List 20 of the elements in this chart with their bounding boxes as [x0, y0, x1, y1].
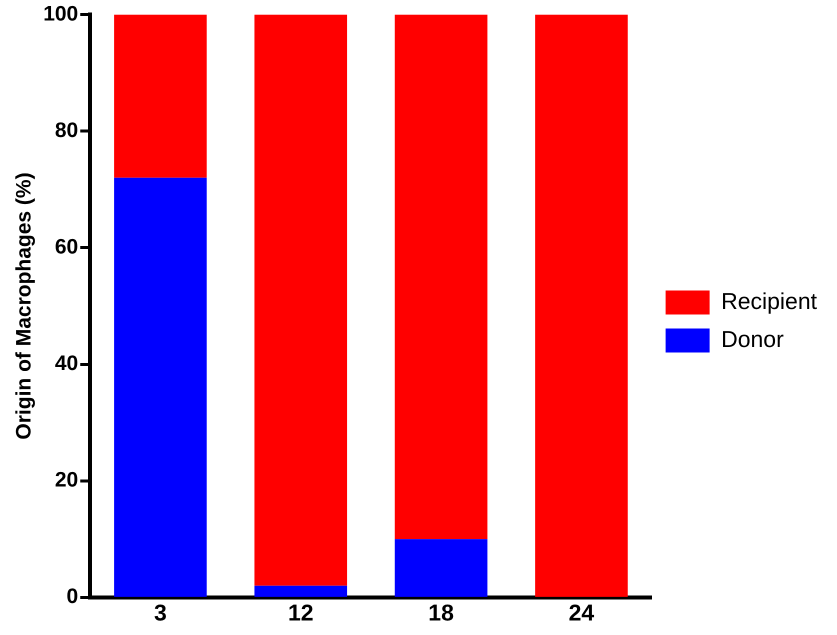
bar: [114, 14, 207, 178]
y-axis-title: Origin of Macrophages (%): [12, 172, 36, 440]
bar: [535, 14, 628, 597]
x-tick-label: 18: [428, 600, 454, 626]
y-tick-label: 20: [54, 468, 78, 492]
bar: [114, 178, 207, 597]
x-tick-label: 24: [568, 600, 594, 626]
x-tick-label: 3: [154, 600, 167, 626]
bar: [254, 14, 348, 586]
y-tick-label: 80: [54, 118, 78, 142]
legend-label: Donor: [721, 326, 784, 352]
bar: [394, 14, 488, 540]
legend-label: Recipient: [721, 288, 818, 314]
y-tick-label: 0: [66, 585, 78, 608]
y-tick-label: 60: [54, 236, 78, 259]
y-tick-label: 40: [54, 352, 78, 376]
x-tick-label: 12: [288, 600, 314, 626]
bar: [394, 539, 488, 597]
bar: [254, 586, 348, 597]
y-tick-label: 100: [43, 2, 78, 26]
